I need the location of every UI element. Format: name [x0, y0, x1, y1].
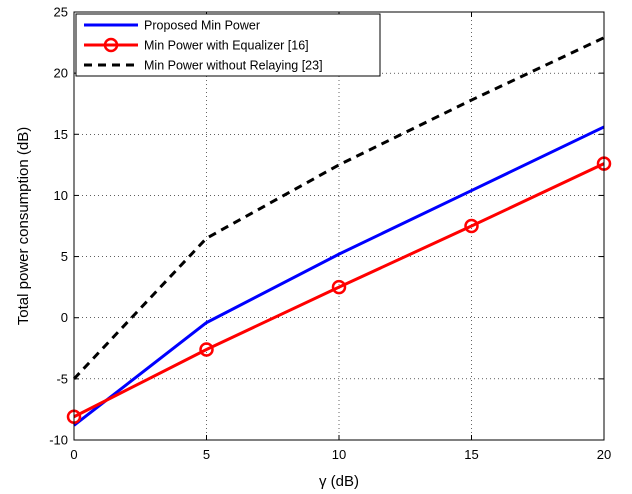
y-tick-label: 0 — [61, 310, 68, 325]
y-tick-label: -10 — [49, 433, 68, 448]
y-tick-label: 10 — [54, 188, 68, 203]
legend-label-2: Min Power with Equalizer [16] — [144, 39, 309, 53]
legend-label-1: Proposed Min Power — [144, 19, 260, 33]
y-tick-label: 15 — [54, 127, 68, 142]
x-axis-label: γ (dB) — [319, 473, 359, 490]
y-tick-label: 5 — [61, 249, 68, 264]
series-line-3 — [72, 36, 605, 380]
y-tick-label: 20 — [54, 66, 68, 81]
legend-label-3: Min Power without Relaying [23] — [144, 59, 323, 73]
series-line-2 — [73, 162, 605, 419]
legend: Proposed Min Power Min Power with Equaliz… — [75, 13, 381, 77]
y-tick-label: 25 — [54, 5, 68, 20]
series-line-1 — [73, 125, 605, 427]
x-tick-label: 0 — [70, 447, 77, 462]
y-axis-label: Total power consumption (dB) — [15, 127, 32, 325]
series-point-2 — [464, 218, 479, 234]
x-tick-label: 20 — [597, 447, 611, 462]
series-point-2 — [199, 342, 214, 357]
ticks: 0 5 10 15 20 -10 -5 0 5 10 15 20 25 — [49, 5, 611, 463]
series-point-2 — [331, 279, 347, 295]
x-tick-label: 5 — [203, 447, 210, 462]
x-tick-label: 15 — [464, 447, 478, 462]
y-tick-label: -5 — [56, 371, 68, 386]
x-tick-label: 10 — [332, 447, 346, 462]
legend-marker-2 — [103, 37, 119, 53]
